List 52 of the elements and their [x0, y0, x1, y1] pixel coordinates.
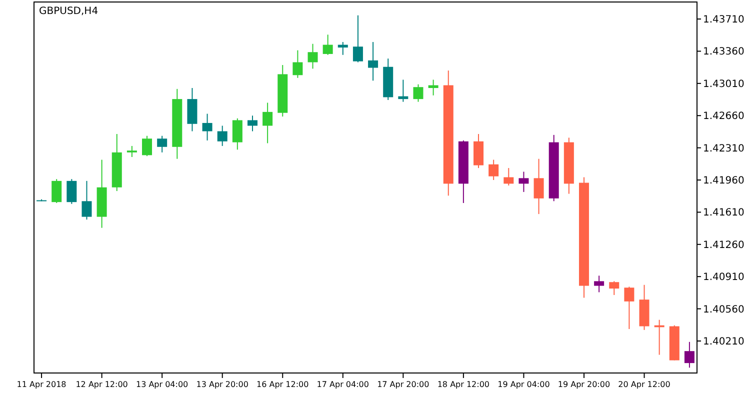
- y-tick-label: 1.43360: [703, 46, 744, 58]
- y-tick-label: 1.43710: [703, 14, 744, 26]
- x-tick-label: 19 Apr 20:00: [558, 380, 610, 389]
- candlestick: [247, 115, 258, 132]
- x-tick-label: 12 Apr 12:00: [76, 380, 128, 389]
- y-tick-label: 1.40910: [703, 272, 744, 284]
- candlestick: [82, 180, 92, 220]
- y-tick-label: 1.40560: [703, 304, 744, 316]
- candlestick: [322, 34, 333, 56]
- candlestick: [518, 171, 529, 192]
- candlestick: [232, 118, 242, 150]
- candlestick: [352, 14, 363, 63]
- candlestick: [624, 286, 634, 330]
- x-tick-label: 13 Apr 04:00: [136, 380, 188, 389]
- x-tick-label: 20 Apr 12:00: [618, 380, 670, 389]
- candlestick: [52, 178, 62, 204]
- x-tick-label: 18 Apr 12:00: [437, 380, 490, 389]
- candlestick: [488, 159, 499, 181]
- candlestick: [398, 79, 408, 102]
- candlestick: [217, 125, 228, 146]
- candlestick: [413, 84, 424, 102]
- y-tick-label: 1.42310: [703, 143, 744, 154]
- y-tick-label: 1.40210: [703, 336, 744, 348]
- x-tick-label: 13 Apr 20:00: [196, 380, 248, 389]
- candlestick: [368, 42, 378, 82]
- candlestick: [338, 42, 348, 56]
- y-tick-label: 1.42660: [703, 111, 744, 122]
- x-tick-label: 19 Apr 04:00: [498, 380, 550, 389]
- candlestick: [609, 280, 620, 296]
- candlestick: [504, 168, 514, 186]
- candlestick: [594, 275, 604, 293]
- candlestick: [534, 158, 544, 215]
- candlestick: [292, 50, 303, 78]
- y-tick-label: 1.41610: [703, 208, 744, 219]
- candlestick: [126, 145, 137, 158]
- chart-title: GBPUSD,H4: [39, 6, 98, 17]
- candlestick: [142, 135, 152, 157]
- x-tick-label: 17 Apr 04:00: [316, 380, 369, 389]
- y-tick-label: 1.43010: [703, 78, 744, 90]
- x-tick-label: 11 Apr 2018: [16, 380, 66, 389]
- x-tick-label: 17 Apr 20:00: [377, 380, 430, 389]
- candlestick: [474, 134, 484, 169]
- candlestick: [428, 79, 438, 96]
- candlestick: [157, 135, 168, 153]
- candlestick: [684, 341, 694, 368]
- y-tick-label: 1.41260: [703, 240, 744, 251]
- candlestick: [262, 102, 273, 144]
- x-tick-label: 16 Apr 12:00: [256, 380, 309, 389]
- candlestick: [202, 113, 212, 141]
- y-tick-label: 1.41960: [703, 176, 744, 187]
- candlestick: [308, 43, 318, 70]
- candlestick: [66, 178, 77, 204]
